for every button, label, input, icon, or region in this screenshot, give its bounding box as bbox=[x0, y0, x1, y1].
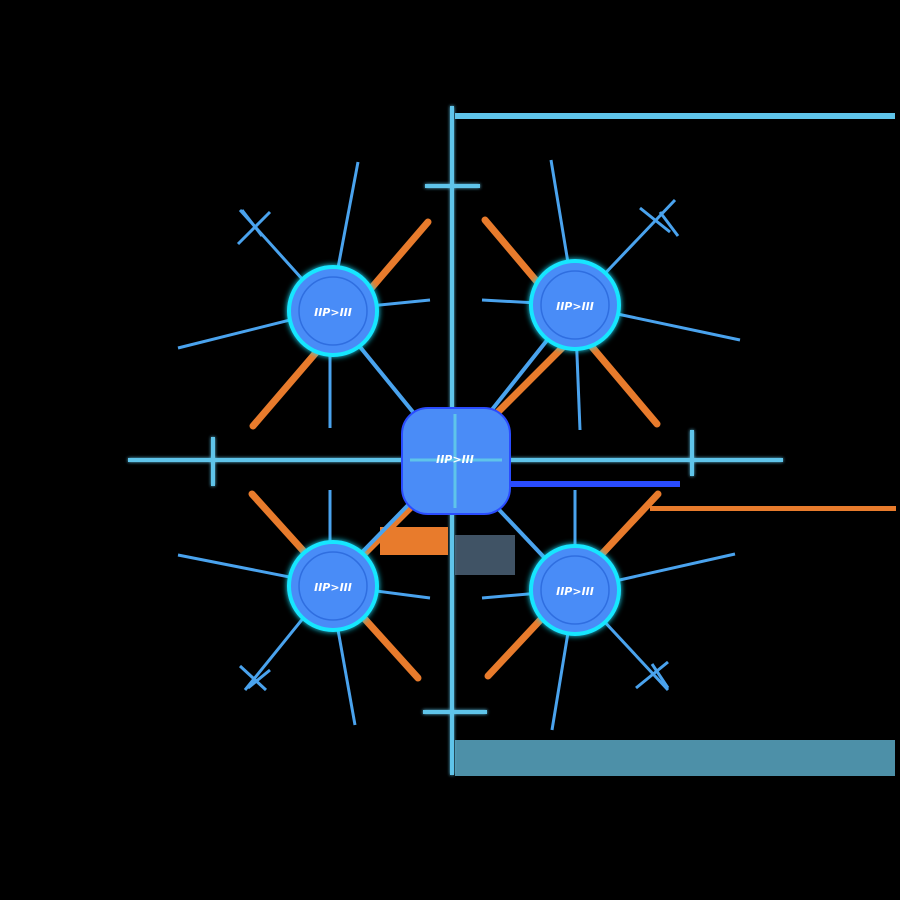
right-bars bbox=[455, 113, 896, 776]
center-blue-bar bbox=[500, 481, 680, 487]
node-top-right: IIP>III bbox=[529, 259, 621, 351]
node-top-left-label: IIP>III bbox=[314, 306, 352, 319]
node-center: IIP>III bbox=[401, 407, 511, 515]
node-bottom-left: IIP>III bbox=[287, 540, 379, 632]
top-bar bbox=[455, 113, 895, 119]
bottom-bar bbox=[455, 740, 895, 776]
center-orange-block bbox=[380, 527, 448, 555]
center-grey-block bbox=[455, 535, 515, 575]
middle-orange-bar bbox=[650, 506, 896, 511]
node-top-left: IIP>III bbox=[287, 265, 379, 357]
center-highlights bbox=[380, 481, 680, 575]
node-center-label: IIP>III bbox=[436, 453, 474, 466]
node-bottom-right-label: IIP>III bbox=[556, 585, 594, 598]
node-bottom-left-label: IIP>III bbox=[314, 581, 352, 594]
node-bottom-right: IIP>III bbox=[529, 544, 621, 636]
node-top-right-label: IIP>III bbox=[556, 300, 594, 313]
